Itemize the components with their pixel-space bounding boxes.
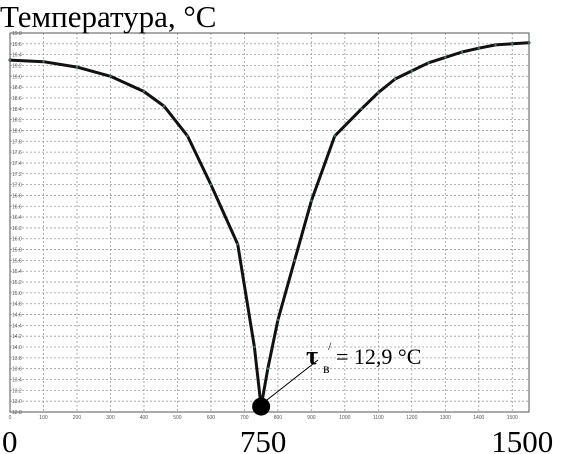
data-point — [393, 77, 397, 81]
data-point — [310, 199, 313, 203]
data-point — [162, 104, 166, 108]
chart-title: Температура, °С — [0, 0, 216, 34]
data-point — [253, 345, 256, 349]
tau-symbol: τ — [306, 341, 318, 370]
data-point — [266, 367, 270, 370]
y-tick-label: 18.0 — [12, 128, 22, 134]
y-tick-label: 16.8 — [12, 193, 22, 199]
y-tick-label: 14.4 — [12, 323, 22, 329]
x-tick-label: 1400 — [473, 415, 484, 421]
x-tick-labels: 0 100 200 300 400 500 600 700 800 900 1000 1100 1200… — [9, 415, 518, 421]
y-tick-label: 13.6 — [12, 367, 22, 373]
data-point — [75, 65, 79, 69]
y-tick-label: 12.8 — [12, 410, 22, 416]
data-point — [477, 46, 480, 50]
x-tick-label: 1000 — [339, 415, 350, 421]
y-tick-label: 15.8 — [12, 248, 22, 254]
data-points — [8, 41, 531, 408]
x-tick-label: 500 — [173, 415, 182, 421]
x-axis-major-label: 750 — [240, 424, 287, 454]
y-tick-label: 18.2 — [12, 118, 22, 124]
y-tick-label: 13.2 — [12, 388, 22, 394]
x-tick-label: 100 — [39, 415, 48, 421]
plot-frame — [9, 32, 530, 413]
y-tick-label: 13.0 — [12, 399, 22, 405]
data-point — [42, 60, 45, 63]
plot-area — [10, 33, 529, 412]
x-tick-label: 0 — [9, 415, 12, 421]
x-tick-label: 1100 — [373, 415, 384, 421]
x-tick-label: 1500 — [507, 415, 518, 421]
y-tick-label: 16.4 — [12, 215, 22, 221]
y-tick-label: 17.8 — [12, 139, 22, 145]
data-point — [377, 91, 380, 94]
y-tick-label: 13.4 — [12, 378, 22, 384]
data-point — [333, 134, 336, 138]
data-point — [293, 259, 296, 262]
data-point — [142, 90, 146, 93]
data-point — [444, 56, 447, 59]
x-tick-label: 400 — [140, 415, 149, 421]
y-tick-label: 17.6 — [12, 150, 22, 156]
x-axis-major-labels: 0 750 1500 — [2, 424, 553, 454]
data-point — [511, 42, 514, 46]
tau-annotation: τ в / = 12,9 °С — [306, 339, 421, 377]
y-tick-label: 19.6 — [12, 42, 22, 48]
data-point — [236, 242, 239, 246]
y-tick-label: 16.6 — [12, 204, 22, 210]
x-tick-label: 300 — [106, 415, 115, 421]
y-tick-label: 19.8 — [12, 31, 22, 37]
y-tick-label: 14.8 — [12, 302, 22, 308]
x-tick-label: 600 — [207, 415, 216, 421]
data-point — [460, 50, 464, 54]
x-tick-label: 800 — [274, 415, 283, 421]
data-point — [186, 134, 189, 138]
gridlines — [9, 32, 529, 413]
x-tick-label: 1200 — [406, 415, 417, 421]
data-point — [494, 43, 497, 47]
data-point — [360, 107, 363, 111]
y-tick-label: 18.6 — [12, 96, 22, 102]
tau-prime: / — [328, 339, 332, 353]
y-tick-label: 17.2 — [12, 172, 22, 178]
data-point — [209, 183, 213, 186]
y-tick-label: 13.8 — [12, 356, 22, 362]
y-tick-label: 17.0 — [12, 183, 22, 189]
data-point — [527, 41, 531, 44]
y-tick-label: 15.0 — [12, 291, 22, 297]
y-tick-label: 17.4 — [12, 161, 22, 167]
x-tick-label: 700 — [240, 415, 249, 421]
x-axis-major-label: 0 — [2, 424, 18, 454]
data-point — [109, 75, 112, 78]
x-tick-label: 200 — [73, 415, 82, 421]
x-tick-label: 1300 — [440, 415, 451, 421]
y-tick-label: 19.4 — [12, 53, 22, 59]
y-tick-label: 14.6 — [12, 313, 22, 319]
y-tick-label: 15.2 — [12, 280, 22, 286]
y-tick-label: 19.2 — [12, 63, 22, 69]
y-tick-label: 16.2 — [12, 226, 22, 232]
y-tick-label: 14.0 — [12, 345, 22, 351]
y-tick-label: 15.4 — [12, 269, 22, 275]
y-tick-labels: 12.8 13.0 13.2 13.4 13.6 13.8 14.0 14.2 14.4 14.6… — [12, 31, 22, 416]
data-point — [410, 69, 414, 73]
data-point — [276, 318, 280, 322]
tau-value: = 12,9 °С — [336, 344, 421, 369]
tau-subscript: в — [323, 362, 330, 377]
y-tick-label: 15.6 — [12, 258, 22, 264]
data-point — [8, 58, 12, 62]
x-tick-label: 900 — [307, 415, 316, 421]
x-axis-major-label: 1500 — [491, 424, 553, 454]
y-tick-label: 18.8 — [12, 85, 22, 91]
y-tick-label: 16.0 — [12, 237, 22, 243]
y-tick-label: 19.0 — [12, 74, 22, 80]
annotation-leader-line — [265, 359, 319, 401]
minimum-point-marker — [252, 397, 271, 416]
y-tick-label: 18.4 — [12, 107, 22, 113]
data-point — [427, 61, 430, 64]
y-tick-label: 14.2 — [12, 334, 22, 340]
